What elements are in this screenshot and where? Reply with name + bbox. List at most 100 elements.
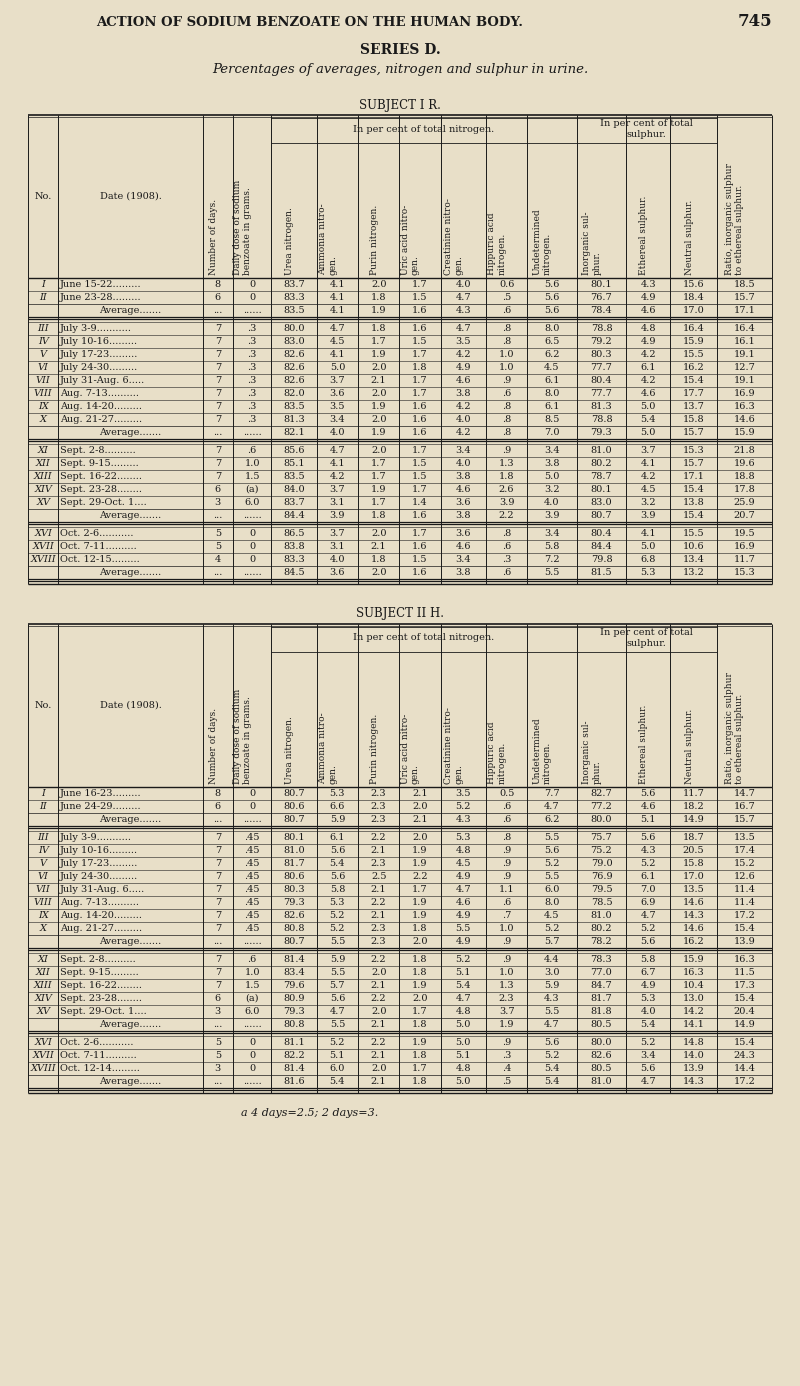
- Text: 81.0: 81.0: [590, 1077, 612, 1087]
- Text: 7: 7: [214, 859, 221, 868]
- Text: 1.6: 1.6: [412, 542, 428, 552]
- Text: 3.1: 3.1: [330, 542, 346, 552]
- Text: .6: .6: [502, 568, 511, 577]
- Text: 17.1: 17.1: [734, 306, 755, 315]
- Text: 2.3: 2.3: [371, 802, 386, 811]
- Text: 1.8: 1.8: [412, 363, 428, 371]
- Text: Hippuric acid
nitrogen.: Hippuric acid nitrogen.: [487, 722, 506, 784]
- Text: 80.7: 80.7: [283, 937, 305, 947]
- Text: 5.6: 5.6: [330, 845, 345, 855]
- Text: July 3-9...........: July 3-9...........: [60, 324, 132, 333]
- Text: 3.4: 3.4: [455, 554, 471, 564]
- Text: 5.6: 5.6: [641, 937, 656, 947]
- Text: 5.5: 5.5: [455, 924, 471, 933]
- Text: 7.7: 7.7: [544, 789, 560, 798]
- Text: 2.1: 2.1: [371, 542, 386, 552]
- Text: 3.4: 3.4: [544, 446, 560, 455]
- Text: 1.7: 1.7: [412, 886, 428, 894]
- Text: 14.7: 14.7: [734, 789, 755, 798]
- Text: 4.2: 4.2: [641, 473, 656, 481]
- Text: 4.5: 4.5: [544, 911, 560, 920]
- Text: IX: IX: [38, 402, 49, 412]
- Text: 4.4: 4.4: [544, 955, 560, 965]
- Text: 13.5: 13.5: [734, 833, 755, 843]
- Text: 4.0: 4.0: [330, 428, 345, 437]
- Text: 81.6: 81.6: [283, 1077, 305, 1087]
- Text: Aug. 14-20.........: Aug. 14-20.........: [60, 911, 142, 920]
- Text: 2.0: 2.0: [371, 568, 386, 577]
- Text: (a): (a): [246, 485, 259, 493]
- Text: XIII: XIII: [34, 981, 53, 990]
- Text: 1.9: 1.9: [499, 1020, 514, 1028]
- Text: 15.7: 15.7: [734, 292, 755, 302]
- Text: 3.6: 3.6: [330, 568, 345, 577]
- Text: 83.5: 83.5: [283, 306, 305, 315]
- Text: 15.3: 15.3: [682, 446, 705, 455]
- Text: 2.6: 2.6: [499, 485, 514, 493]
- Text: .6: .6: [502, 898, 511, 906]
- Text: 83.5: 83.5: [283, 473, 305, 481]
- Text: 0: 0: [249, 802, 255, 811]
- Text: 6.1: 6.1: [641, 872, 656, 881]
- Text: 5.1: 5.1: [641, 815, 656, 825]
- Text: 80.1: 80.1: [590, 280, 612, 290]
- Text: Average.......: Average.......: [99, 428, 162, 437]
- Text: 4.7: 4.7: [455, 994, 471, 1003]
- Text: 14.3: 14.3: [682, 911, 705, 920]
- Text: 77.2: 77.2: [590, 802, 613, 811]
- Text: 79.3: 79.3: [283, 898, 305, 906]
- Text: 80.2: 80.2: [590, 459, 612, 468]
- Text: 17.2: 17.2: [734, 1077, 755, 1087]
- Text: 4.3: 4.3: [641, 280, 656, 290]
- Text: Creatinine nitro-
gen.: Creatinine nitro- gen.: [444, 198, 463, 274]
- Text: 3.2: 3.2: [641, 498, 656, 507]
- Text: 82.6: 82.6: [283, 351, 305, 359]
- Text: 4.1: 4.1: [330, 280, 346, 290]
- Text: 2.0: 2.0: [371, 414, 386, 424]
- Text: 4.1: 4.1: [330, 351, 346, 359]
- Text: Oct. 7-11..........: Oct. 7-11..........: [60, 542, 137, 552]
- Text: 2.2: 2.2: [412, 872, 428, 881]
- Text: 15.5: 15.5: [682, 529, 705, 538]
- Text: 3.9: 3.9: [330, 511, 345, 520]
- Text: 6.6: 6.6: [330, 802, 345, 811]
- Text: Sept. 2-8..........: Sept. 2-8..........: [60, 446, 136, 455]
- Text: 4.6: 4.6: [641, 306, 656, 315]
- Text: 2.3: 2.3: [371, 859, 386, 868]
- Text: .8: .8: [502, 337, 511, 346]
- Text: 4.6: 4.6: [641, 389, 656, 398]
- Text: 0.6: 0.6: [499, 280, 514, 290]
- Text: .4: .4: [502, 1064, 511, 1073]
- Text: 81.1: 81.1: [283, 1038, 305, 1046]
- Text: 15.4: 15.4: [734, 1038, 755, 1046]
- Text: 5.4: 5.4: [641, 1020, 656, 1028]
- Text: ACTION OF SODIUM BENZOATE ON THE HUMAN BODY.: ACTION OF SODIUM BENZOATE ON THE HUMAN B…: [97, 15, 523, 29]
- Text: 4.5: 4.5: [544, 363, 560, 371]
- Text: 1.7: 1.7: [371, 498, 386, 507]
- Text: 1.7: 1.7: [371, 459, 386, 468]
- Text: 81.8: 81.8: [590, 1008, 612, 1016]
- Text: 17.7: 17.7: [682, 389, 705, 398]
- Text: 76.7: 76.7: [590, 292, 612, 302]
- Text: 5.0: 5.0: [455, 1077, 471, 1087]
- Text: 4.7: 4.7: [641, 1077, 656, 1087]
- Text: 3.7: 3.7: [330, 529, 346, 538]
- Text: 5.0: 5.0: [641, 428, 656, 437]
- Text: 15.2: 15.2: [734, 859, 755, 868]
- Text: 13.8: 13.8: [682, 498, 705, 507]
- Text: 80.7: 80.7: [590, 511, 612, 520]
- Text: Number of days.: Number of days.: [209, 708, 218, 784]
- Text: 6.1: 6.1: [641, 363, 656, 371]
- Text: 2.1: 2.1: [412, 789, 428, 798]
- Text: 4.8: 4.8: [641, 324, 656, 333]
- Text: Sept. 9-15.........: Sept. 9-15.........: [60, 967, 139, 977]
- Text: IV: IV: [38, 845, 49, 855]
- Text: Average.......: Average.......: [99, 1077, 162, 1087]
- Text: 8.5: 8.5: [544, 414, 560, 424]
- Text: 15.9: 15.9: [682, 955, 705, 965]
- Text: .9: .9: [502, 872, 511, 881]
- Text: In per cent of total
sulphur.: In per cent of total sulphur.: [601, 628, 694, 647]
- Text: .45: .45: [245, 845, 260, 855]
- Text: 4.7: 4.7: [544, 1020, 560, 1028]
- Text: 25.9: 25.9: [734, 498, 755, 507]
